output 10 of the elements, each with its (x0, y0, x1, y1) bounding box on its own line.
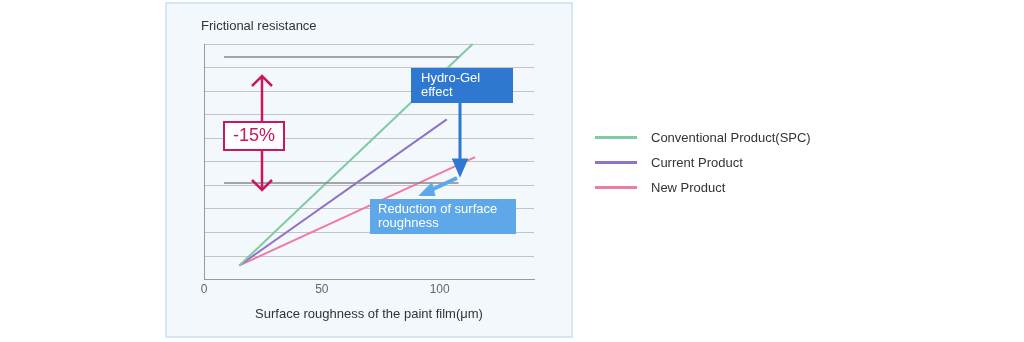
y-axis-title: Frictional resistance (201, 18, 317, 33)
callout-box: Reduction of surface roughness (370, 199, 516, 234)
x-tick-label: 100 (429, 282, 451, 297)
legend-label: Current Product (651, 155, 743, 170)
x-tick-label: 50 (315, 282, 329, 297)
callout-box: -15% (223, 121, 286, 151)
legend-label: Conventional Product(SPC) (651, 130, 811, 145)
x-axis-title: Surface roughness of the paint film(μm) (254, 306, 484, 321)
legend-label: New Product (651, 180, 726, 195)
x-tick-label: 0 (200, 282, 208, 297)
